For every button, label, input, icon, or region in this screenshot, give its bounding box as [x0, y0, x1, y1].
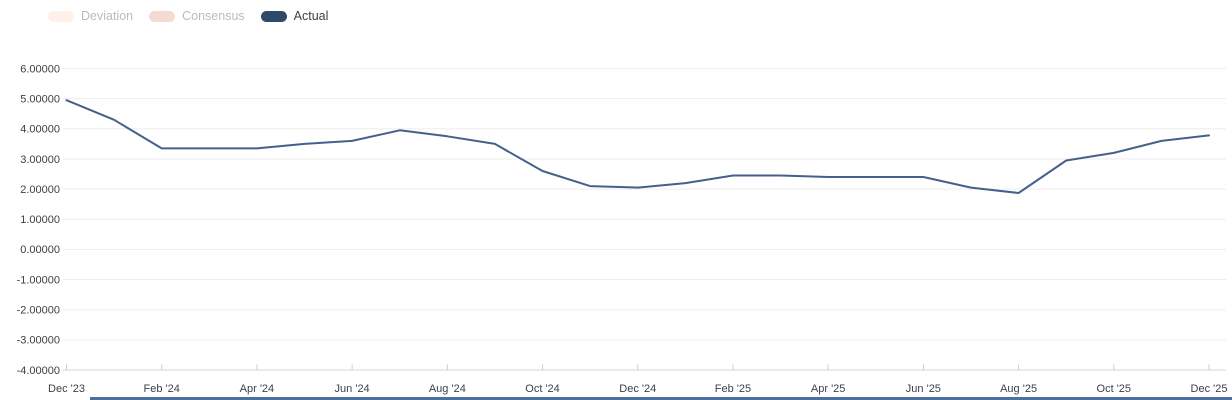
x-tick-label: Dec '24	[619, 383, 656, 395]
x-tick-label: Feb '25	[715, 383, 751, 395]
legend-item-actual[interactable]: Actual	[260, 9, 329, 23]
legend-swatch-actual	[260, 10, 287, 22]
y-tick-label: 6.00000	[20, 63, 60, 75]
x-tick-label: Feb '24	[144, 383, 180, 395]
legend-label: Consensus	[182, 9, 245, 23]
legend-label: Actual	[293, 9, 329, 23]
y-tick-label: 1.00000	[20, 214, 60, 226]
legend-swatch-deviation	[48, 10, 74, 22]
x-tick-label: Jun '25	[906, 383, 941, 395]
x-tick-label: Dec '23	[48, 383, 85, 395]
bottom-bar	[90, 397, 1232, 400]
x-tick-label: Apr '24	[240, 383, 275, 395]
x-tick-label: Aug '25	[1000, 383, 1037, 395]
legend-item-deviation[interactable]: Deviation	[48, 10, 133, 23]
x-tick-label: Oct '25	[1097, 383, 1132, 395]
y-tick-label: -3.00000	[17, 335, 60, 347]
y-tick-label: 5.00000	[20, 93, 60, 105]
legend: Deviation Consensus Actual	[48, 10, 328, 23]
y-axis-labels: 6.00000 5.00000 4.00000 3.00000 2.00000 1.000…	[17, 63, 60, 377]
x-axis-labels: Dec '23 Feb '24 Apr '24 Jun '24 Aug '24 Oct '…	[48, 383, 1227, 395]
legend-item-consensus[interactable]: Consensus	[149, 10, 245, 23]
y-tick-label: -2.00000	[17, 305, 60, 317]
y-gridlines	[63, 68, 1226, 371]
legend-swatch-consensus	[149, 10, 176, 22]
x-tick-label: Aug '24	[429, 383, 466, 395]
y-tick-label: 2.00000	[20, 184, 60, 196]
y-tick-label: -4.00000	[17, 365, 60, 377]
x-axis	[63, 364, 1226, 371]
y-tick-label: -1.00000	[17, 274, 60, 286]
x-tick-label: Oct '24	[525, 383, 560, 395]
x-tick-label: Jun '24	[335, 383, 370, 395]
x-tick-label: Dec '25	[1191, 383, 1228, 395]
x-tick-label: Apr '25	[811, 383, 846, 395]
y-tick-label: 4.00000	[20, 124, 60, 136]
actual-series-line	[65, 99, 1210, 194]
legend-label: Deviation	[81, 9, 134, 23]
y-tick-label: 0.00000	[20, 244, 60, 256]
y-tick-label: 3.00000	[20, 154, 60, 166]
